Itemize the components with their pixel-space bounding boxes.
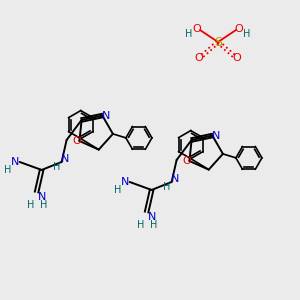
- Text: O: O: [195, 53, 203, 63]
- Text: H: H: [243, 29, 251, 39]
- Text: N: N: [147, 212, 156, 222]
- Text: H: H: [163, 182, 170, 192]
- Text: N: N: [102, 111, 110, 121]
- Text: N: N: [38, 192, 46, 202]
- Text: H: H: [53, 162, 60, 172]
- Text: S: S: [214, 35, 222, 49]
- Text: O: O: [235, 24, 243, 34]
- Text: O: O: [193, 24, 201, 34]
- Text: N: N: [170, 174, 179, 184]
- Text: N: N: [11, 157, 19, 167]
- Text: H: H: [4, 165, 11, 175]
- Text: O: O: [72, 136, 81, 146]
- Text: N: N: [120, 177, 129, 187]
- Text: N: N: [212, 130, 220, 141]
- Text: O: O: [182, 156, 191, 166]
- Text: H: H: [114, 185, 121, 195]
- Text: H: H: [185, 29, 193, 39]
- Text: H: H: [137, 220, 144, 230]
- Text: H: H: [40, 200, 47, 210]
- Text: H: H: [150, 220, 157, 230]
- Text: H: H: [27, 200, 34, 210]
- Text: O: O: [232, 53, 242, 63]
- Text: N: N: [60, 154, 69, 164]
